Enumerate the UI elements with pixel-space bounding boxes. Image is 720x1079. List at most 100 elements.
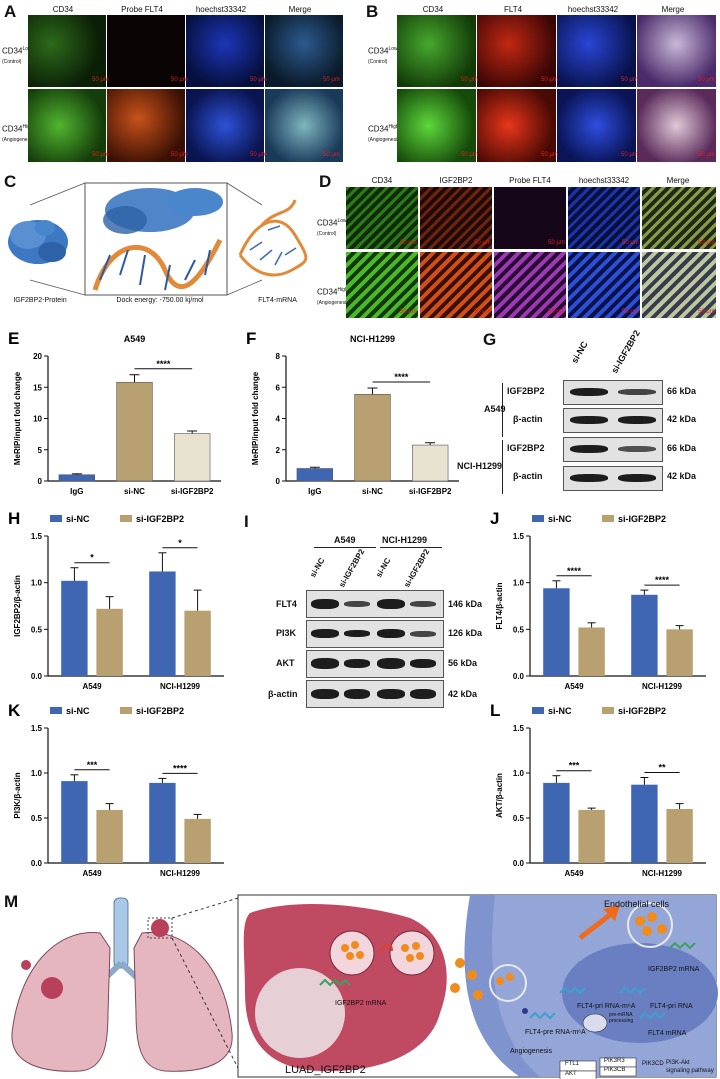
bracket bbox=[502, 383, 503, 437]
chart-h: H 0.0 0.5 1.0 1.5 IGF2BP2/β-actin si-NC si-IGF2… bbox=[8, 509, 224, 691]
x-tick-label: si-IGF2BP2 bbox=[409, 487, 452, 496]
protein-label: IGF2BP2 bbox=[507, 386, 545, 396]
panel-d-col-merge: Merge bbox=[666, 176, 690, 185]
panel-a-row-high: CD34High(Angiogenesis) bbox=[2, 124, 36, 143]
panel-label-a: A bbox=[4, 2, 17, 21]
bar bbox=[543, 782, 570, 863]
blot-row bbox=[306, 620, 444, 648]
cell-label-a549: A549 bbox=[334, 535, 356, 545]
bar bbox=[61, 580, 88, 676]
scale-bar: 50 μm bbox=[621, 77, 638, 83]
pre-mrna-processing-label: pre-mRNA processing bbox=[609, 1012, 634, 1024]
cell-label-nci-h1299: NCI-H1299 bbox=[457, 461, 503, 471]
protein-label: FLT4 bbox=[276, 599, 297, 609]
mrna-label-tumor: IGF2BP2 mRNA bbox=[335, 1000, 387, 1007]
significance-label: **** bbox=[394, 372, 409, 382]
lane-label-si-nc: si-NC bbox=[569, 339, 590, 365]
legend-label: si-NC bbox=[66, 706, 90, 716]
legend-swatch bbox=[602, 707, 614, 714]
legend-label: si-NC bbox=[66, 514, 90, 524]
y-tick-label: 0.0 bbox=[513, 672, 525, 681]
panel-d-col-probe: Probe FLT4 bbox=[509, 176, 551, 185]
panel-label-l: L bbox=[490, 701, 500, 720]
protein-label: PI3K bbox=[276, 628, 297, 638]
scale-bar: 50 μm bbox=[461, 152, 478, 158]
y-axis-label: IGF2BP2/β-actin bbox=[13, 575, 22, 637]
x-tick-label: NCI-H1299 bbox=[160, 682, 201, 691]
panel-label-h: H bbox=[8, 509, 20, 528]
y-tick-label: 6 bbox=[276, 383, 281, 392]
panel-label-i: I bbox=[244, 512, 249, 531]
pik3cd-label: PIK3CD bbox=[642, 1061, 664, 1067]
kda-label: 56 kDa bbox=[448, 658, 478, 668]
chart-k: K 0.0 0.5 1.0 1.5 PI3K/β-actin si-NC si-IGF2BP2… bbox=[8, 701, 224, 878]
micrograph-d-probe-high bbox=[494, 252, 566, 318]
micrograph-d-merge-high bbox=[642, 252, 716, 318]
lane-group-line bbox=[380, 547, 442, 548]
y-tick-label: 0.0 bbox=[31, 672, 43, 681]
pik3cb-label: PIK3CB bbox=[604, 1067, 626, 1073]
kda-label: 42 kDa bbox=[448, 689, 478, 699]
y-tick-label: 2 bbox=[276, 446, 281, 455]
y-tick-label: 0.5 bbox=[513, 625, 525, 634]
y-tick-label: 1.5 bbox=[513, 532, 525, 541]
scale-bar: 50 μm bbox=[698, 77, 715, 83]
lane-label: si-NC bbox=[308, 556, 327, 579]
scale-bar: 50 μm bbox=[171, 77, 188, 83]
bar bbox=[411, 444, 449, 482]
chart-f: F NCI-H1299 0 2 4 6 8 MeRIP/input fold change Ig… bbox=[246, 329, 459, 496]
scale-bar: 50 μm bbox=[474, 309, 491, 315]
micrograph-b-merge-low bbox=[637, 15, 716, 87]
micrograph-d-hoechst-high bbox=[568, 252, 640, 318]
scale-bar: 50 μm bbox=[621, 152, 638, 158]
significance-label: **** bbox=[567, 566, 582, 576]
legend-swatch bbox=[120, 515, 132, 522]
lane-group-line bbox=[314, 547, 376, 548]
akt-box-label: AKT bbox=[565, 1071, 577, 1077]
scale-bar: 50 μm bbox=[622, 240, 639, 246]
panel-label-k: K bbox=[8, 701, 21, 720]
protein-label: AKT bbox=[276, 658, 295, 668]
legend-label: si-NC bbox=[548, 706, 572, 716]
exosome-cargo bbox=[341, 912, 667, 1000]
protein-label: β-actin bbox=[513, 414, 543, 424]
y-axis-label: PI3K/β-actin bbox=[13, 772, 22, 818]
panel-label-b: B bbox=[366, 2, 379, 21]
micrograph-a-cd34-low bbox=[28, 15, 106, 87]
tumor-label: LUAD_IGF2BP2 bbox=[285, 1064, 366, 1076]
x-tick-label: IgG bbox=[308, 487, 321, 496]
blot-row bbox=[563, 466, 663, 491]
y-tick-label: 10 bbox=[33, 415, 42, 424]
panel-label-d: D bbox=[319, 172, 332, 191]
mrna-label: FLT4-mRNA bbox=[258, 297, 297, 304]
blot-row bbox=[563, 437, 663, 462]
y-tick-label: 1.5 bbox=[31, 532, 43, 541]
micrograph-d-hoechst-low bbox=[568, 187, 640, 249]
pathway-label: PI3K-Akt bbox=[666, 1060, 690, 1066]
y-tick-label: 5 bbox=[38, 446, 43, 455]
scale-bar: 50 μm bbox=[541, 152, 558, 158]
bar bbox=[173, 433, 211, 482]
panel-label-e: E bbox=[8, 329, 19, 348]
mrna-label-endo: IGF2BP2 mRNA bbox=[648, 966, 700, 973]
significance-label: *** bbox=[569, 761, 580, 771]
protein-label: β-actin bbox=[268, 689, 298, 699]
flt4-pre-label: FLT4-pre RNA-m⁶A bbox=[525, 1029, 586, 1036]
y-tick-label: 1.0 bbox=[513, 579, 525, 588]
panel-d-col-hoechst: hoechst33342 bbox=[578, 176, 630, 185]
micrograph-b-merge-high bbox=[637, 89, 716, 162]
micrograph-a-merge-low bbox=[265, 15, 343, 87]
significance-label: **** bbox=[655, 575, 670, 585]
panel-b-row-low: CD34Low (Control) bbox=[368, 46, 398, 65]
pathway-label-2: signaling pathway bbox=[666, 1068, 714, 1074]
panel-label-j: J bbox=[490, 509, 499, 528]
y-tick-label: 1.0 bbox=[31, 769, 43, 778]
kda-label: 42 kDa bbox=[667, 471, 697, 481]
significance-label: ** bbox=[658, 763, 666, 773]
micrograph-b-hoechst-low bbox=[557, 15, 636, 87]
panel-d-row-high: CD34High (Angiogenesis) bbox=[317, 287, 351, 306]
chart-title: NCI-H1299 bbox=[350, 334, 395, 344]
y-tick-label: 1.5 bbox=[31, 724, 43, 733]
dock-zoom-surface bbox=[92, 188, 223, 291]
